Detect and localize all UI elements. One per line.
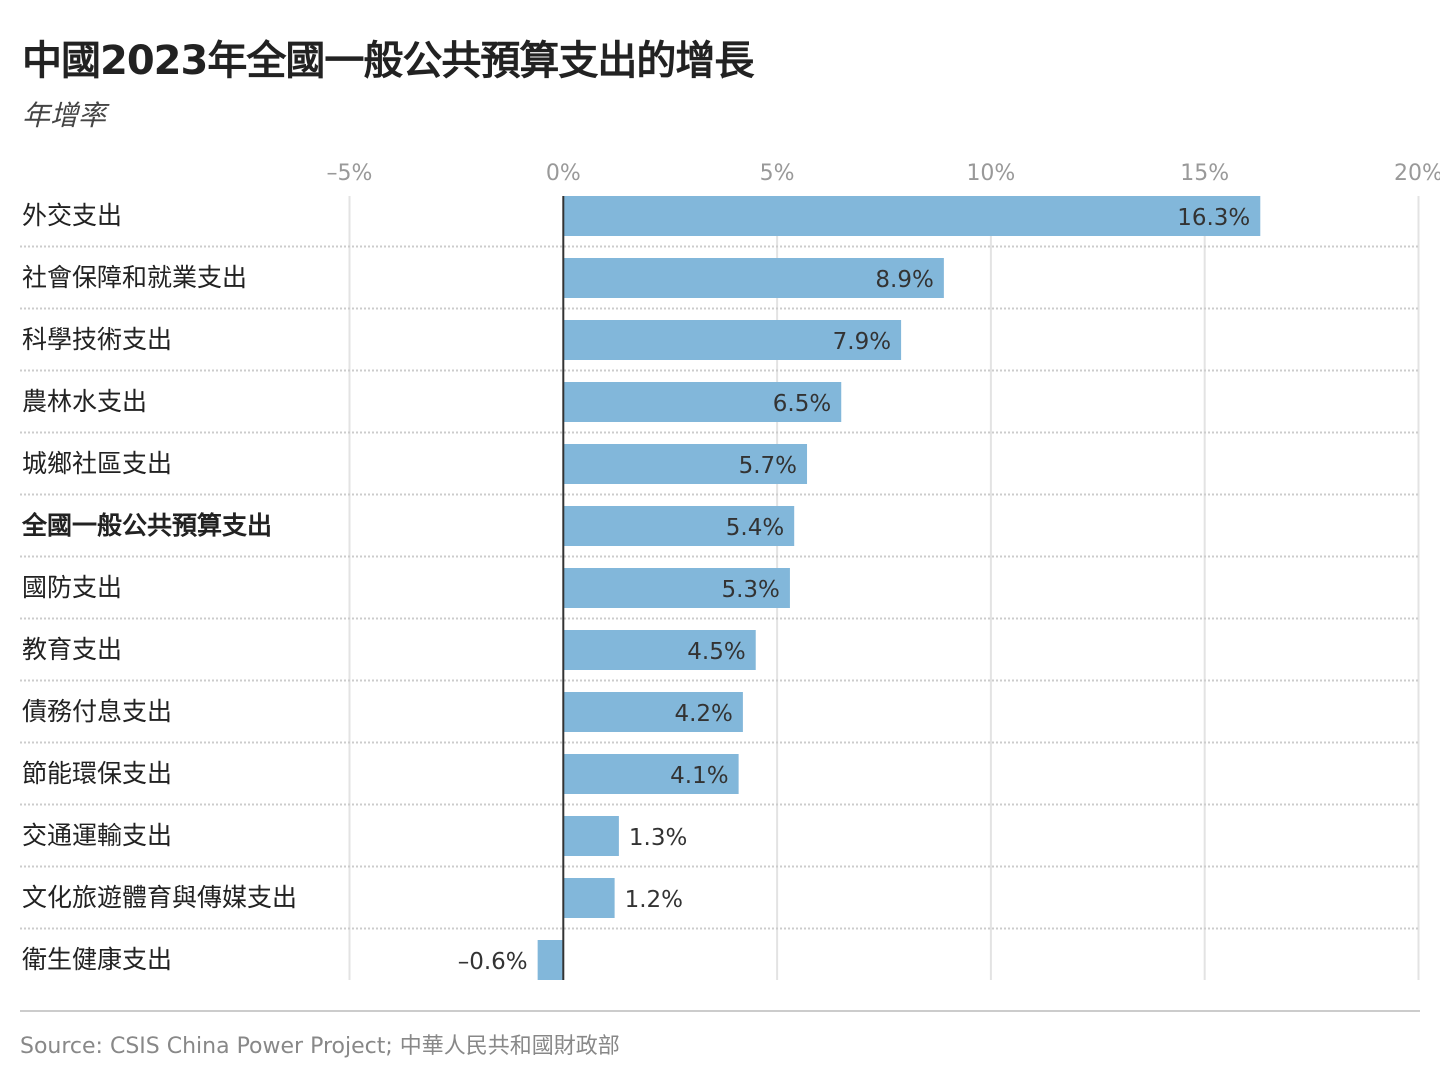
category-label: 社會保障和就業支出 [22,263,247,292]
data-label: 4.5% [687,639,745,665]
category-label: 節能環保支出 [22,759,172,788]
x-tick-label: 15% [1180,161,1229,186]
x-tick-label: 20% [1394,161,1440,186]
x-tick-label: 10% [966,161,1015,186]
category-label: 文化旅遊體育與傳媒支出 [22,883,297,912]
bar [563,568,790,608]
category-label: 科學技術支出 [22,325,172,354]
data-label: 1.2% [625,887,683,913]
bar [563,816,619,856]
x-tick-label: 0% [546,161,581,186]
data-label: 5.4% [726,515,784,541]
data-label: 4.2% [674,701,732,727]
data-label: 5.7% [739,453,797,479]
bar [563,506,795,546]
x-tick-label: –5% [327,161,373,186]
data-label: –0.6% [458,949,528,975]
footer-divider [20,1010,1420,1012]
chart-subtitle: 年增率 [22,99,107,132]
category-label: 交通運輸支出 [22,821,172,850]
data-label: 8.9% [875,267,933,293]
category-label: 外交支出 [22,201,122,230]
data-label: 7.9% [833,329,891,355]
data-label: 5.3% [721,577,779,603]
category-label: 國防支出 [22,573,122,602]
category-label: 城鄉社區支出 [22,449,172,478]
bar [537,940,564,980]
chart-title: 中國2023年全國一般公共預算支出的增長 [22,38,754,84]
bar [563,444,808,484]
category-label: 教育支出 [22,635,122,664]
data-label: 16.3% [1177,205,1250,231]
category-label: 全國一般公共預算支出 [21,511,272,540]
bar [563,258,944,298]
bar [563,320,902,360]
source-note: Source: CSIS China Power Project; 中華人民共和… [20,1034,620,1059]
category-label: 農林水支出 [22,387,147,416]
x-tick-label: 5% [760,161,795,186]
bar [563,196,1261,236]
data-label: 4.1% [670,763,728,789]
bar-chart: –5% 0% 5% 10% 15% 20% 外交支出 16.3% 社會保障和就業支出 8.9% 科學… [20,161,1440,980]
data-label: 1.3% [629,825,687,851]
bar [563,630,756,670]
bar [563,878,615,918]
bar [563,754,739,794]
category-label: 衛生健康支出 [22,945,172,974]
bar [563,692,743,732]
bar [563,382,842,422]
data-label: 6.5% [773,391,831,417]
category-label: 債務付息支出 [22,697,172,726]
